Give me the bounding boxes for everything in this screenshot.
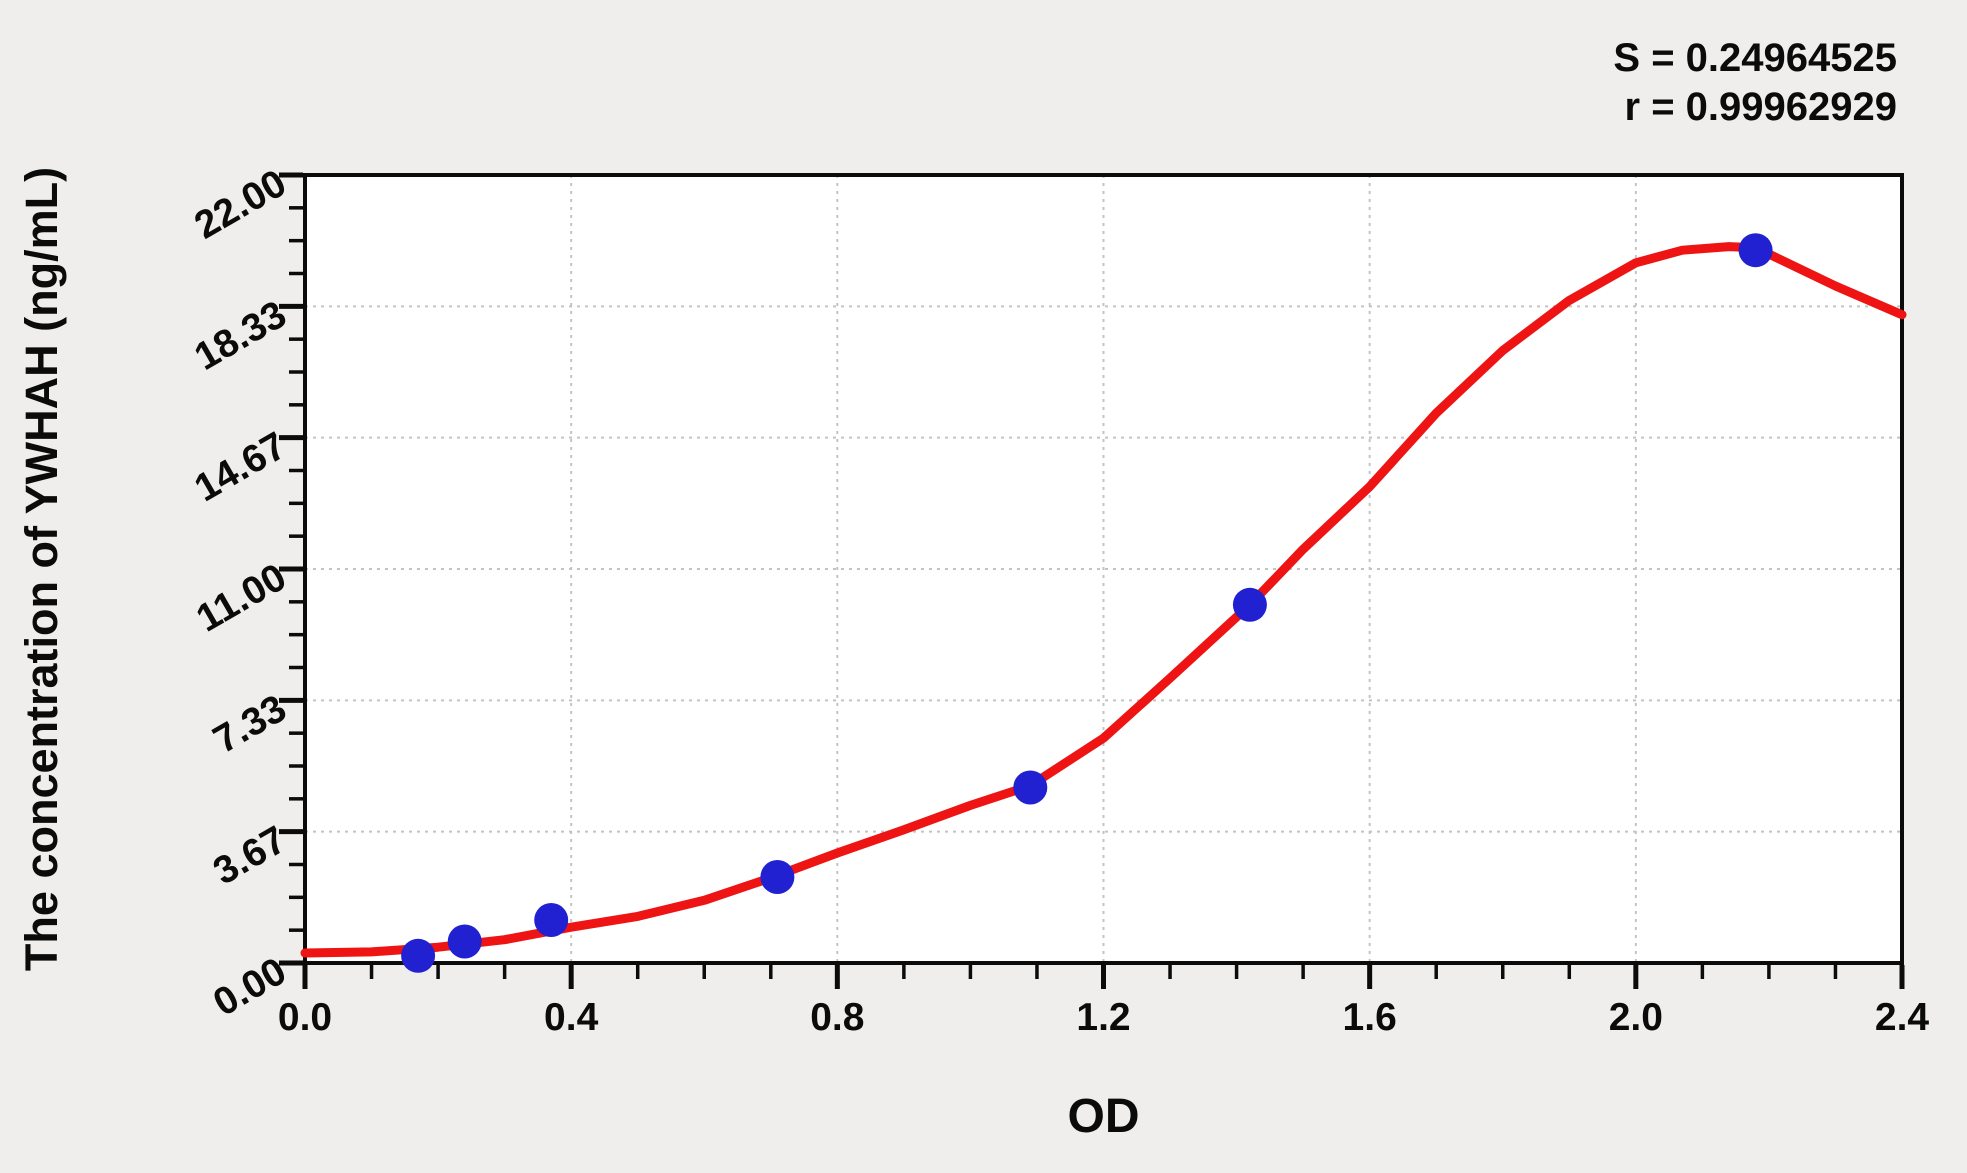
data-point — [534, 903, 569, 937]
data-point — [1232, 587, 1267, 622]
x-axis-title: OD — [1068, 1090, 1140, 1143]
x-tick-label: 1.6 — [1343, 996, 1397, 1039]
y-tick-label: 14.67 — [187, 424, 293, 510]
x-tick-label: 2.4 — [1875, 996, 1930, 1039]
y-tick-label: 22.00 — [187, 162, 293, 248]
y-axis-title: The concentration of YWHAH (ng/mL) — [16, 167, 67, 971]
y-tick-label: 11.00 — [189, 556, 293, 641]
data-point — [447, 924, 482, 959]
x-tick-label: 0.4 — [544, 996, 599, 1039]
x-tick-label: 1.2 — [1076, 996, 1130, 1039]
data-point — [401, 938, 436, 973]
data-point — [760, 860, 795, 894]
fitted-curve — [300, 242, 1907, 958]
x-tick-label: 0.8 — [810, 996, 864, 1039]
x-tick-label: 2.0 — [1609, 996, 1663, 1039]
fit-statistics: S = 0.24964525 r = 0.99962929 — [1613, 34, 1897, 132]
y-tick-label: 18.33 — [187, 293, 293, 379]
s-statistic: S = 0.24964525 — [1613, 36, 1897, 80]
plot-frame — [303, 173, 1904, 965]
r-statistic: r = 0.99962929 — [1624, 85, 1897, 129]
data-point — [1738, 233, 1773, 268]
data-point — [1013, 770, 1048, 805]
x-tick-label: 0.0 — [278, 996, 332, 1039]
